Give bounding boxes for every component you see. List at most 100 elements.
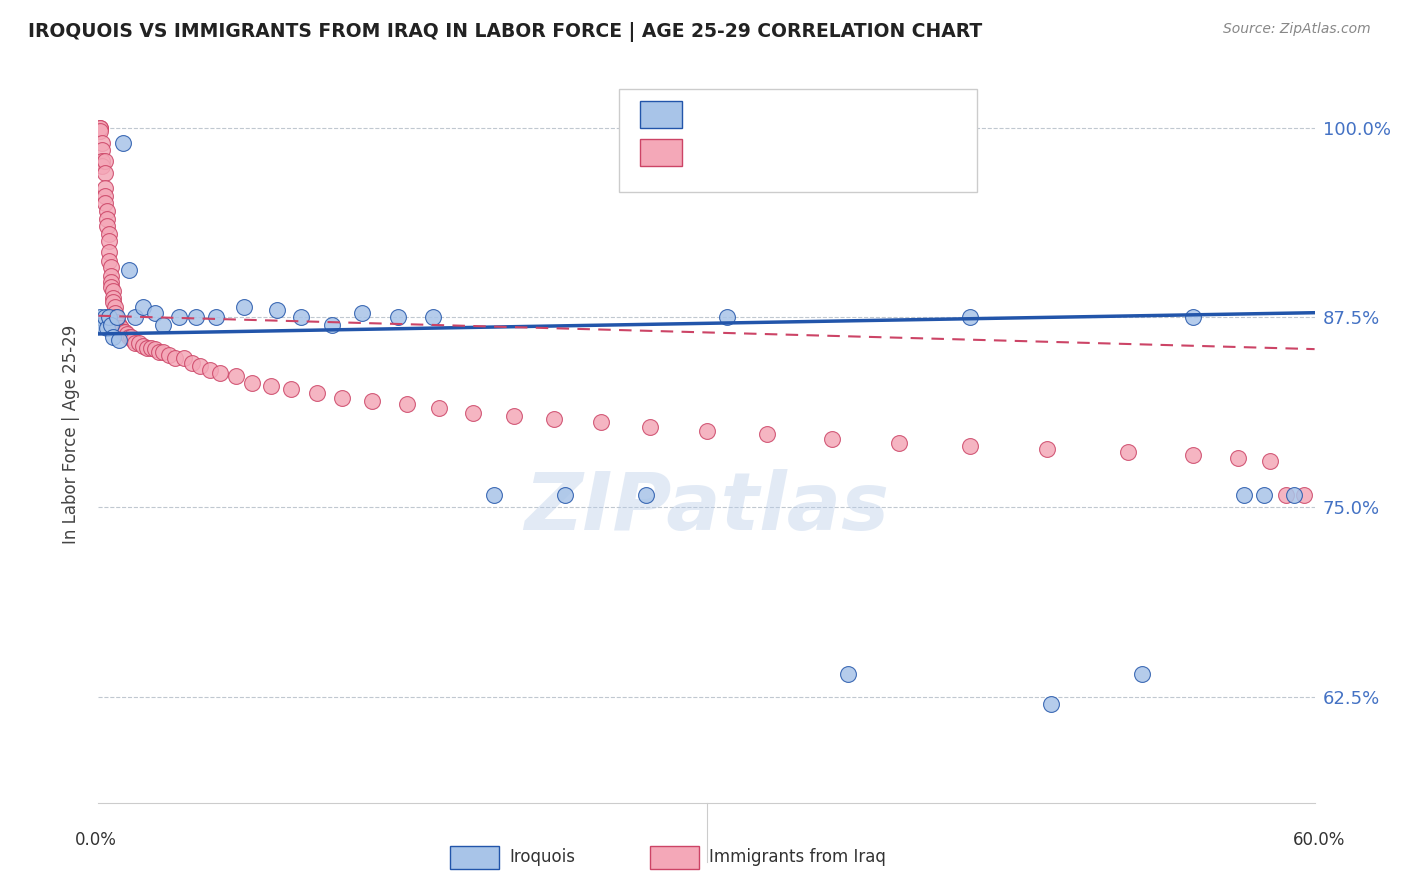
- Point: [307, 386, 329, 401]
- Point: [554, 488, 576, 502]
- Point: [96, 219, 118, 234]
- Point: [1182, 448, 1205, 462]
- Point: [503, 409, 526, 423]
- Point: [1275, 488, 1298, 502]
- Point: [93, 153, 115, 168]
- Point: [260, 378, 283, 392]
- Point: [1226, 451, 1249, 466]
- Point: [225, 369, 247, 384]
- Point: [104, 310, 127, 325]
- Point: [152, 345, 174, 359]
- Point: [100, 260, 122, 275]
- Point: [114, 326, 136, 340]
- Point: [124, 336, 146, 351]
- Point: [96, 321, 118, 335]
- Point: [1258, 454, 1281, 468]
- Point: [482, 488, 505, 502]
- Point: [128, 336, 150, 351]
- Point: [139, 341, 162, 355]
- Point: [143, 342, 166, 356]
- Point: [180, 356, 202, 370]
- Point: [107, 318, 129, 332]
- Point: [1040, 697, 1063, 711]
- Point: [463, 406, 485, 420]
- Point: [111, 326, 134, 340]
- Point: [93, 166, 115, 180]
- Point: [105, 318, 128, 332]
- Point: [91, 144, 114, 158]
- Point: [91, 153, 114, 168]
- Point: [1116, 445, 1139, 459]
- Text: Immigrants from Iraq: Immigrants from Iraq: [709, 848, 886, 866]
- Point: [821, 432, 844, 446]
- Point: [591, 415, 613, 429]
- Point: [136, 341, 159, 355]
- Point: [89, 120, 111, 135]
- Point: [104, 300, 127, 314]
- Point: [93, 189, 115, 203]
- Point: [422, 310, 444, 325]
- Y-axis label: In Labor Force | Age 25-29: In Labor Force | Age 25-29: [62, 326, 80, 544]
- Point: [321, 318, 343, 332]
- Point: [97, 310, 120, 325]
- Point: [115, 326, 138, 341]
- Point: [387, 310, 409, 325]
- Point: [152, 318, 174, 332]
- Point: [157, 348, 180, 362]
- Point: [107, 333, 129, 347]
- Point: [837, 666, 859, 681]
- Point: [97, 227, 120, 241]
- Text: R =  0.040   N = 37: R = 0.040 N = 37: [692, 106, 868, 124]
- Point: [100, 318, 122, 332]
- Point: [696, 424, 718, 438]
- Point: [89, 310, 111, 325]
- Point: [1284, 488, 1306, 502]
- Point: [1130, 666, 1153, 681]
- Point: [107, 321, 129, 335]
- Text: 60.0%: 60.0%: [1292, 831, 1346, 849]
- Point: [91, 136, 114, 150]
- Point: [96, 211, 118, 226]
- Point: [93, 181, 115, 195]
- Point: [395, 397, 418, 411]
- Point: [143, 306, 166, 320]
- Point: [118, 263, 141, 277]
- Point: [173, 351, 195, 366]
- Point: [122, 333, 145, 347]
- Point: [104, 306, 127, 320]
- Text: R = -0.046   N = 82: R = -0.046 N = 82: [692, 145, 869, 162]
- Point: [266, 302, 288, 317]
- Text: ZIPatlas: ZIPatlas: [524, 469, 889, 548]
- Point: [97, 245, 120, 260]
- Point: [132, 339, 155, 353]
- Point: [105, 315, 128, 329]
- Point: [1253, 488, 1275, 502]
- Point: [350, 306, 373, 320]
- Point: [100, 280, 122, 294]
- Point: [184, 310, 207, 325]
- Point: [105, 310, 128, 325]
- Point: [233, 300, 256, 314]
- Point: [756, 427, 779, 442]
- Point: [1036, 442, 1059, 457]
- Point: [188, 359, 211, 373]
- Point: [169, 310, 191, 325]
- Point: [959, 439, 981, 453]
- Text: Source: ZipAtlas.com: Source: ZipAtlas.com: [1223, 22, 1371, 37]
- Point: [148, 345, 170, 359]
- Point: [101, 291, 124, 305]
- Point: [118, 330, 141, 344]
- Point: [716, 310, 738, 325]
- Text: IROQUOIS VS IMMIGRANTS FROM IRAQ IN LABOR FORCE | AGE 25-29 CORRELATION CHART: IROQUOIS VS IMMIGRANTS FROM IRAQ IN LABO…: [28, 22, 983, 42]
- Point: [100, 269, 122, 284]
- Point: [205, 310, 228, 325]
- Point: [101, 330, 124, 344]
- Point: [887, 436, 910, 450]
- Point: [638, 419, 661, 434]
- Point: [165, 351, 187, 366]
- Point: [120, 330, 142, 344]
- Point: [91, 159, 114, 173]
- Point: [91, 318, 114, 332]
- Point: [100, 276, 122, 290]
- Point: [110, 321, 132, 335]
